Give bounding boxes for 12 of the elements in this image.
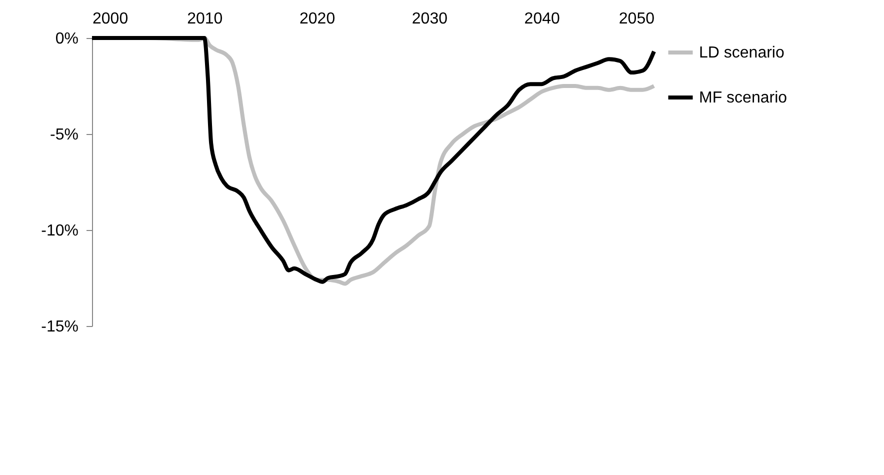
x-tick-label: 2010: [187, 10, 223, 28]
x-tick-label: 2030: [412, 10, 448, 28]
x-tick-label: 2040: [524, 10, 560, 28]
x-tick-label: 2050: [618, 10, 655, 28]
legend-label: MF scenario: [699, 90, 788, 106]
x-tick-label: 2020: [300, 10, 336, 28]
y-tick-label: -5%: [50, 126, 78, 144]
y-tick-label: -15%: [41, 318, 78, 336]
x-tick-label: 2000: [92, 10, 128, 28]
legend-label: LD scenario: [699, 44, 784, 62]
y-tick-label: -10%: [41, 222, 78, 240]
y-tick-label: 0%: [55, 30, 78, 48]
